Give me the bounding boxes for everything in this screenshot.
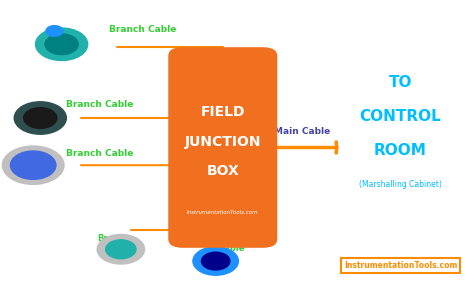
Circle shape bbox=[2, 146, 64, 184]
Text: Main Cable: Main Cable bbox=[274, 127, 330, 136]
Circle shape bbox=[24, 108, 57, 128]
Circle shape bbox=[46, 26, 63, 36]
Text: Branch Cable: Branch Cable bbox=[109, 25, 176, 34]
Text: TO: TO bbox=[389, 75, 412, 90]
Text: BOX: BOX bbox=[206, 164, 239, 178]
Circle shape bbox=[45, 34, 78, 55]
Text: InstrumentationTools.com: InstrumentationTools.com bbox=[344, 261, 457, 270]
Circle shape bbox=[193, 247, 238, 275]
Text: (Marshalling Cabinet): (Marshalling Cabinet) bbox=[359, 180, 442, 189]
Text: Branch
Cable: Branch Cable bbox=[97, 234, 130, 253]
Text: Branch Cable: Branch Cable bbox=[66, 100, 133, 109]
Circle shape bbox=[201, 252, 230, 270]
Text: ROOM: ROOM bbox=[374, 143, 427, 158]
Circle shape bbox=[36, 28, 88, 60]
Circle shape bbox=[97, 235, 145, 264]
Circle shape bbox=[14, 102, 66, 134]
Text: CONTROL: CONTROL bbox=[360, 109, 441, 124]
Text: FIELD: FIELD bbox=[201, 105, 245, 119]
Circle shape bbox=[106, 240, 136, 259]
FancyBboxPatch shape bbox=[168, 47, 277, 248]
Text: JUNCTION: JUNCTION bbox=[184, 135, 261, 149]
Circle shape bbox=[10, 151, 56, 179]
Text: Branch
Cable: Branch Cable bbox=[216, 234, 249, 253]
Text: Branch Cable: Branch Cable bbox=[66, 149, 133, 158]
Text: InstrumentationTools.com: InstrumentationTools.com bbox=[187, 210, 258, 215]
